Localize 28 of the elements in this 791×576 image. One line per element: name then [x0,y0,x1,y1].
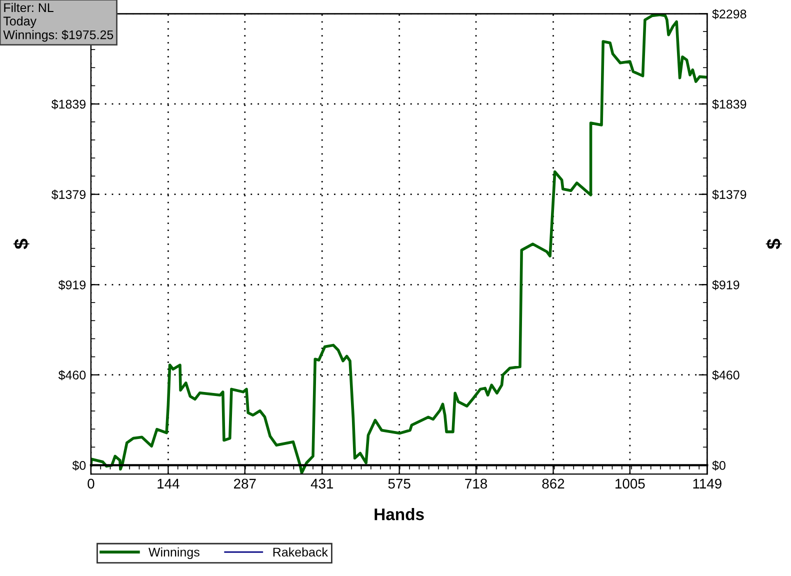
y2-tick-label: $0 [712,460,726,471]
x-tick-label: 144 [158,478,180,488]
y-tick-label: $1839 [51,99,86,110]
y-tick-label: $460 [58,370,86,380]
y2-tick-label: $1379 [712,190,746,200]
y-tick-label: $0 [72,460,86,471]
annotation: Winnings: $1975.25 [3,30,114,42]
y2-tick-label: $460 [712,370,740,380]
y2-axis-title: $ [766,238,782,250]
x-tick-label: 575 [388,478,410,489]
y-tick-label: $919 [58,280,86,290]
y2-tick-label: $2298 [712,9,746,20]
x-tick-label: 431 [310,478,334,489]
x-tick-label: 287 [234,478,256,489]
legend-label: Rakeback [273,547,328,557]
y2-tick-label: $1839 [712,99,746,110]
x-axis-title: Hands [374,508,424,520]
x-tick-label: 0 [88,478,94,489]
x-tick-label: 1005 [616,478,645,489]
x-tick-label: 862 [542,478,564,489]
x-tick-label: 1149 [693,478,722,489]
x-tick-label: 718 [465,478,487,489]
legend-label: Winnings [148,547,200,560]
y2-tick-label: $919 [712,280,740,290]
text: Today [3,16,36,28]
y-tick-label: $1379 [51,190,86,200]
y-axis-title: $ [13,238,30,250]
text: Filter: NL [4,2,54,12]
